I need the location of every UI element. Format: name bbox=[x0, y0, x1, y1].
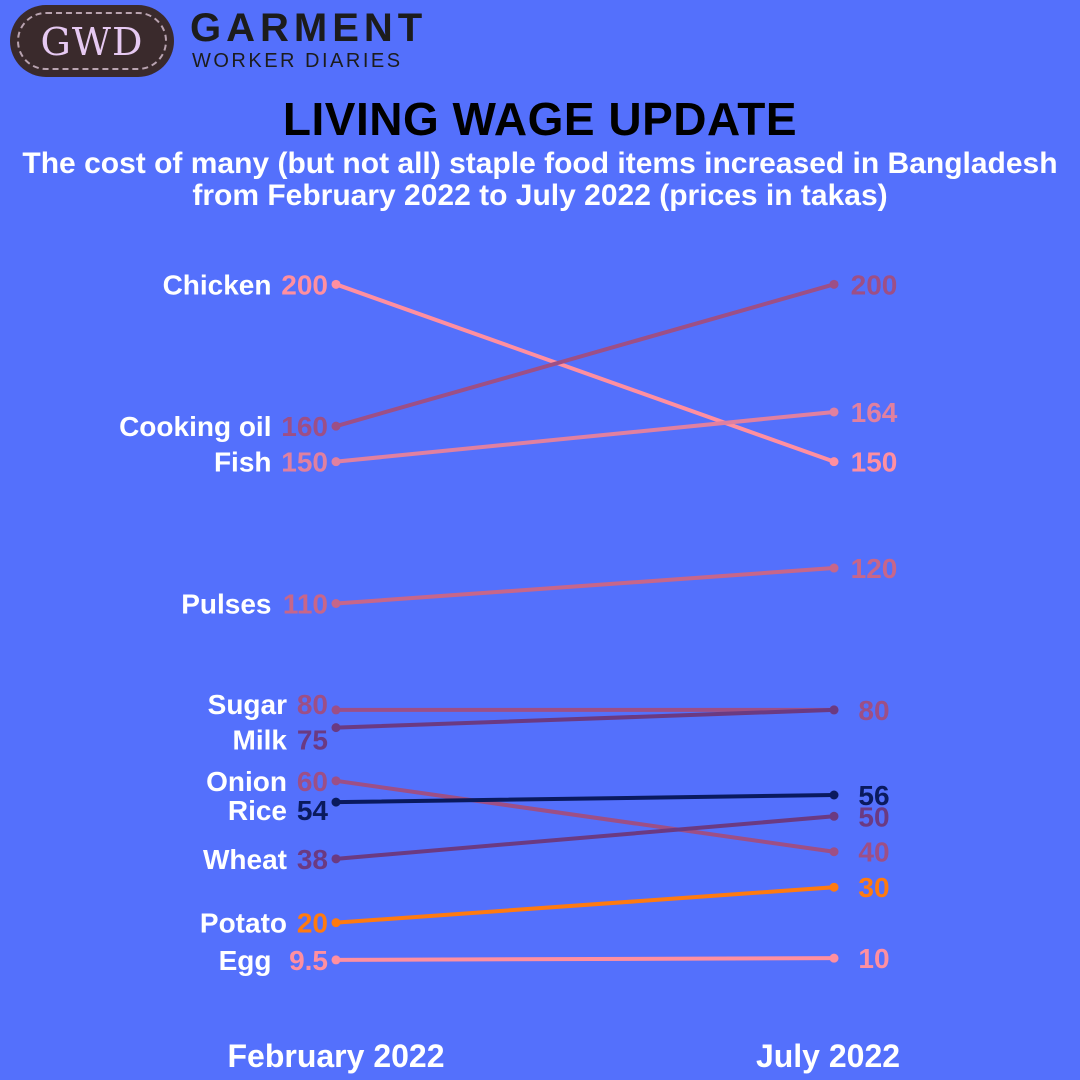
rice-point-jul bbox=[829, 790, 839, 800]
gwd-logo: GWD bbox=[12, 7, 172, 75]
pulses-point-feb bbox=[331, 598, 341, 608]
milk-value-feb: 75 bbox=[297, 725, 328, 756]
egg-point-feb bbox=[331, 955, 341, 965]
onion-name-label: Onion bbox=[206, 766, 287, 797]
brand-name: GARMENT bbox=[190, 6, 428, 50]
egg-line bbox=[334, 956, 836, 962]
chicken-name-label: Chicken bbox=[163, 269, 272, 300]
brand-tagline: WORKER DIARIES bbox=[192, 50, 403, 72]
milk-point-feb bbox=[331, 723, 341, 733]
chicken-value-feb: 200 bbox=[281, 269, 328, 300]
potato-line bbox=[334, 885, 836, 925]
fish-value-feb: 150 bbox=[281, 447, 328, 478]
chart-subtitle: The cost of many (but not all) staple fo… bbox=[22, 147, 1058, 212]
chicken-point-jul bbox=[829, 457, 839, 467]
onion-value-feb: 60 bbox=[297, 766, 328, 797]
egg-name-label: Egg bbox=[219, 945, 272, 976]
potato-value-feb: 20 bbox=[297, 908, 328, 939]
rice-value-jul: 56 bbox=[858, 780, 889, 811]
fish-name-label: Fish bbox=[214, 447, 272, 478]
chicken-line bbox=[334, 282, 836, 464]
chart-title: LIVING WAGE UPDATE bbox=[282, 93, 798, 145]
cooking-oil-value-feb: 160 bbox=[281, 411, 328, 442]
potato-point-feb bbox=[331, 918, 341, 928]
fish-line bbox=[334, 409, 836, 464]
wheat-value-jul: 50 bbox=[858, 801, 889, 832]
onion-line bbox=[334, 778, 836, 854]
wheat-point-feb bbox=[331, 854, 341, 864]
onion-point-jul bbox=[829, 847, 839, 857]
wheat-point-jul bbox=[829, 811, 839, 821]
egg-point-jul bbox=[829, 953, 839, 963]
x-label-july: July 2022 bbox=[755, 1038, 901, 1074]
fish-value-jul: 164 bbox=[851, 397, 898, 428]
onion-value-jul: 40 bbox=[858, 837, 889, 868]
cooking-oil-point-jul bbox=[829, 279, 839, 289]
egg-value-jul: 10 bbox=[858, 943, 889, 974]
sugar-name-label: Sugar bbox=[208, 689, 287, 720]
pulses-line bbox=[334, 566, 836, 606]
milk-name-label: Milk bbox=[233, 725, 288, 756]
wheat-line bbox=[334, 814, 836, 861]
x-label-february: February 2022 bbox=[227, 1038, 445, 1074]
fish-point-feb bbox=[331, 457, 341, 467]
onion-point-feb bbox=[331, 776, 341, 786]
cooking-oil-line bbox=[334, 282, 836, 429]
potato-name-label: Potato bbox=[200, 908, 287, 939]
pulses-point-jul bbox=[829, 563, 839, 573]
rice-name-label: Rice bbox=[228, 795, 287, 826]
cooking-oil-name-label: Cooking oil bbox=[119, 411, 271, 442]
milk-line bbox=[334, 707, 836, 730]
cooking-oil-value-jul: 200 bbox=[851, 269, 898, 300]
logo-text: GWD bbox=[40, 20, 144, 64]
pulses-value-feb: 110 bbox=[283, 588, 328, 619]
milk-point-jul bbox=[829, 705, 839, 715]
potato-point-jul bbox=[829, 882, 839, 892]
sugar-point-feb bbox=[331, 705, 341, 715]
pulses-name-label: Pulses bbox=[181, 588, 271, 619]
wheat-name-label: Wheat bbox=[203, 844, 287, 875]
chicken-point-feb bbox=[331, 279, 341, 289]
potato-value-jul: 30 bbox=[858, 872, 889, 903]
sugar-value-feb: 80 bbox=[297, 689, 328, 720]
cooking-oil-point-feb bbox=[331, 421, 341, 431]
egg-value-feb: 9.5 bbox=[289, 945, 328, 976]
rice-line bbox=[334, 793, 836, 805]
sugar-value-jul: 80 bbox=[858, 695, 889, 726]
wheat-value-feb: 38 bbox=[297, 844, 328, 875]
pulses-value-jul: 120 bbox=[851, 553, 898, 584]
chicken-value-jul: 150 bbox=[851, 447, 898, 478]
fish-point-jul bbox=[829, 407, 839, 417]
rice-value-feb: 54 bbox=[297, 795, 329, 826]
rice-point-feb bbox=[331, 797, 341, 807]
